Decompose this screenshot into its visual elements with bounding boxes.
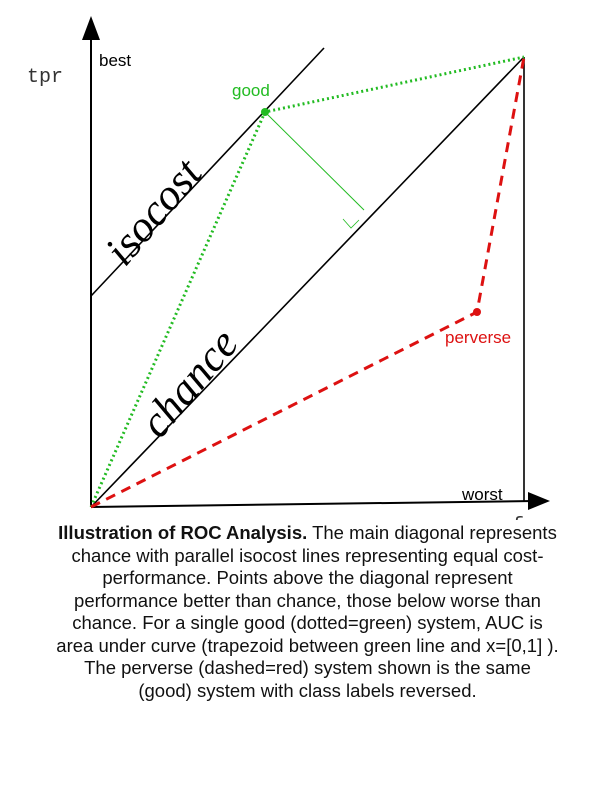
x-axis-label: fpr — [512, 515, 548, 520]
x-axis-arrowhead — [528, 492, 550, 510]
y-axis-label: tpr — [27, 66, 63, 89]
perverse-point — [473, 308, 481, 316]
isocost-label: isocost — [95, 148, 212, 274]
caption-body: The main diagonal represents chance with… — [56, 522, 559, 701]
good-point — [261, 108, 269, 116]
caption-title: Illustration of ROC Analysis. — [58, 522, 308, 543]
perverse-label: perverse — [445, 328, 511, 347]
isocost-line — [90, 47, 325, 297]
chance-line — [90, 56, 525, 508]
worst-label: worst — [461, 485, 503, 504]
best-label: best — [99, 51, 131, 70]
figure-caption: Illustration of ROC Analysis. The main d… — [55, 522, 560, 702]
right-angle-marker — [342, 218, 360, 229]
x-axis — [90, 500, 535, 508]
distance-perpendicular — [264, 111, 365, 211]
roc-diagram: tpr best good perverse worst fpr isocost… — [27, 16, 550, 520]
chance-label: chance — [130, 319, 248, 446]
y-axis-arrowhead — [82, 16, 100, 40]
good-label: good — [232, 81, 270, 100]
